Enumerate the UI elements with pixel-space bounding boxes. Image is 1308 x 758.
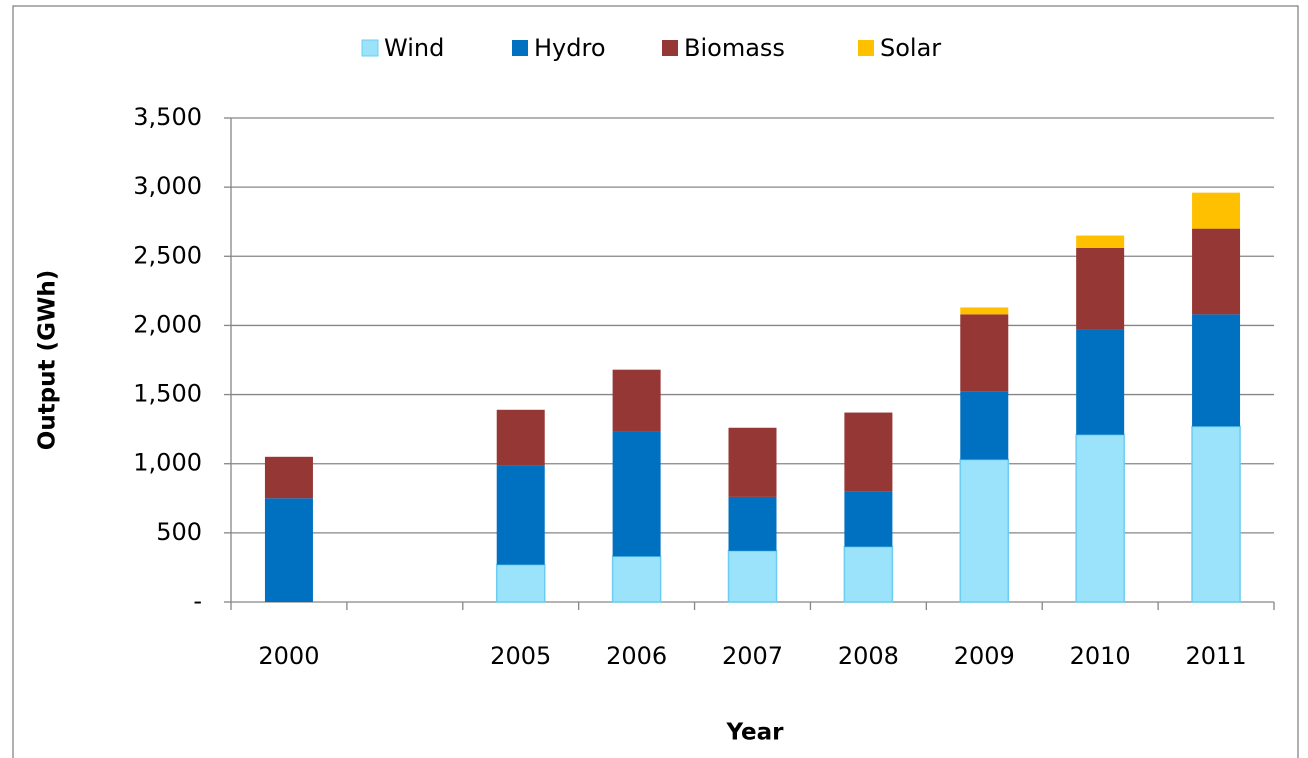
bar-segment bbox=[960, 391, 1009, 460]
legend-label: Solar bbox=[880, 34, 941, 62]
bar-segment bbox=[496, 465, 545, 565]
legend-label: Hydro bbox=[534, 34, 606, 62]
bar-segment bbox=[1076, 235, 1125, 248]
y-axis-title: Output (GWh) bbox=[35, 270, 61, 450]
y-tick-label: 1,000 bbox=[133, 449, 202, 477]
legend-swatch bbox=[361, 39, 379, 57]
bar-segment bbox=[1076, 247, 1125, 330]
bar-segment bbox=[612, 369, 661, 432]
bar-segment bbox=[728, 496, 777, 551]
bar-segment bbox=[960, 314, 1009, 392]
bar-segment bbox=[264, 456, 313, 499]
bar-segment bbox=[727, 550, 778, 603]
legend-label: Biomass bbox=[684, 34, 785, 62]
bar-segment bbox=[843, 545, 894, 603]
x-tick-label: 2007 bbox=[722, 642, 783, 670]
bar-segment bbox=[611, 555, 662, 603]
legend-label: Wind bbox=[384, 34, 444, 62]
x-tick-label: 2010 bbox=[1070, 642, 1131, 670]
x-tick-label: 2005 bbox=[490, 642, 551, 670]
bar-segment bbox=[1191, 425, 1241, 603]
bar-segment bbox=[844, 412, 893, 492]
bar-segment bbox=[495, 563, 546, 603]
y-tick-label: 2,000 bbox=[133, 310, 202, 338]
bar-segment bbox=[960, 307, 1009, 315]
bar-segment bbox=[264, 498, 313, 602]
x-tick-label: 2008 bbox=[838, 642, 899, 670]
bar-segment bbox=[844, 491, 893, 547]
y-tick-label: 500 bbox=[156, 518, 202, 546]
y-tick-label: - bbox=[193, 587, 202, 615]
bar-segment bbox=[1192, 192, 1241, 229]
bar-segment bbox=[612, 431, 661, 557]
bar-segment bbox=[728, 427, 777, 497]
bar-segment bbox=[959, 458, 1010, 603]
legend-swatch bbox=[858, 40, 874, 56]
y-tick-label: 1,500 bbox=[133, 380, 202, 408]
bar-segment bbox=[1192, 314, 1241, 427]
x-tick-label: 2009 bbox=[954, 642, 1015, 670]
legend-swatch bbox=[662, 40, 678, 56]
x-tick-label: 2006 bbox=[606, 642, 667, 670]
bar-segment bbox=[1075, 433, 1125, 603]
y-tick-label: 3,500 bbox=[133, 103, 202, 131]
x-tick-label: 2000 bbox=[258, 642, 319, 670]
x-axis-title: Year bbox=[725, 720, 784, 746]
bar-segment bbox=[1076, 329, 1125, 435]
legend-swatch bbox=[512, 40, 528, 56]
x-tick-label: 2011 bbox=[1186, 642, 1247, 670]
bar-segment bbox=[496, 409, 545, 466]
bar-segment bbox=[1192, 228, 1241, 315]
y-tick-label: 3,000 bbox=[133, 172, 202, 200]
y-tick-label: 2,500 bbox=[133, 241, 202, 269]
